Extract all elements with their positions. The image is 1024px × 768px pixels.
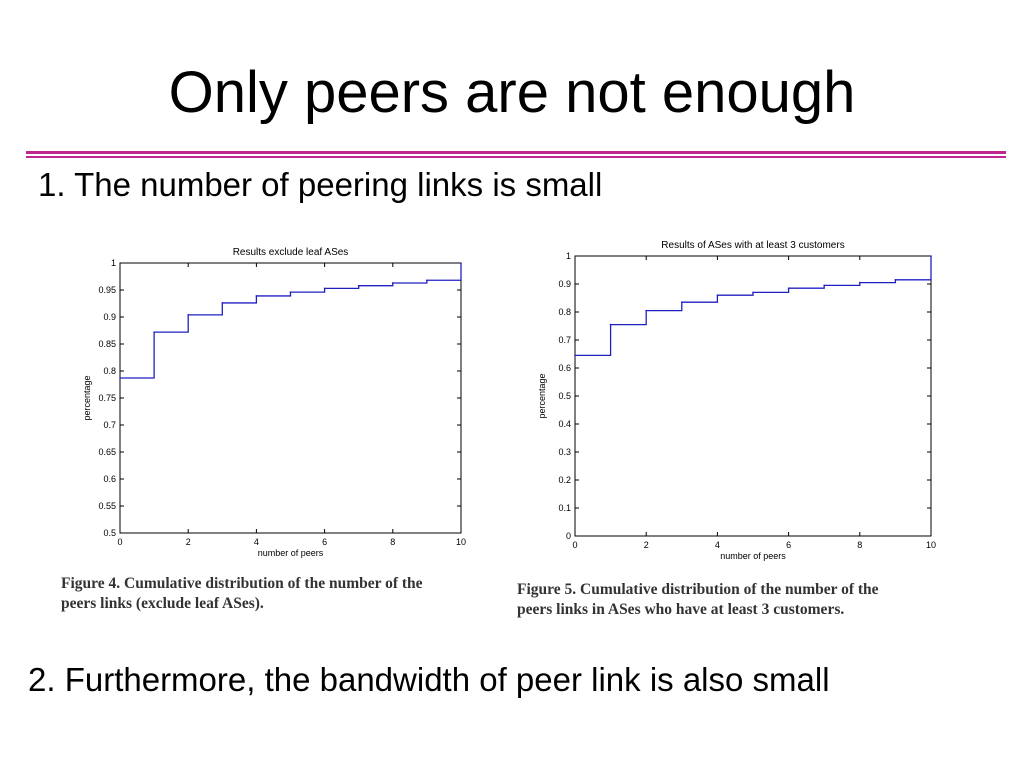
cdf-step-line [120,263,462,379]
data-point [930,255,932,257]
slide-title: Only peers are not enough [168,60,856,125]
y-tick-label: 0 [566,531,571,541]
data-point [323,287,326,290]
data-point [392,282,394,284]
chart-figure-4: Results exclude leaf ASes 0.5 0.55 0.6 0.65 0… [82,247,466,558]
data-point [460,262,462,264]
caption-figure-5-line-2: peers links in ASes who have at least 3 … [517,601,845,618]
caption-figure-5: Figure 5. Cumulative distribution of the… [517,580,879,620]
data-point [823,284,825,287]
x-tick-label: 0 [572,540,577,550]
caption-figure-4: Figure 4. Cumulative distribution of the… [61,574,423,614]
data-point [787,287,790,289]
caption-figure-4-line-2: peers links (exclude leaf ASes). [61,595,264,612]
y-tick-label: 0.65 [98,447,116,457]
x-tick-label: 2 [186,537,191,547]
y-tick-label: 0.8 [558,307,571,317]
y-tick-label: 0.6 [558,363,571,373]
data-point [752,291,754,294]
y-tick-label: 0.3 [558,447,571,457]
y-tick-label: 1 [111,258,116,268]
data-point [153,331,155,333]
y-tick-label: 0.4 [558,419,571,429]
x-tick-label: 4 [715,540,720,550]
y-tick-label: 0.9 [103,312,116,322]
cdf-step-line [575,256,932,357]
x-tick-label: 10 [456,537,466,547]
chart-title: Results of ASes with at least 3 customer… [661,240,844,251]
y-tick-label: 0.5 [103,528,116,538]
title-divider-top [26,151,1006,154]
y-tick-label: 0.9 [558,279,571,289]
data-point [255,295,258,297]
x-tick-label: 10 [926,540,936,550]
x-axis-label: number of peers [720,551,786,561]
bullet-peering-links: 1. The number of peering links is small [38,166,603,203]
data-point [221,302,224,304]
x-tick-label: 6 [786,540,791,550]
data-point [859,281,861,284]
x-tick-label: 8 [390,537,395,547]
data-point [187,314,189,316]
plot-frame [574,255,932,537]
data-point [574,354,576,357]
x-axis-label: number of peers [258,548,324,558]
x-tick-label: 8 [857,540,862,550]
y-tick-label: 0.6 [103,474,116,484]
caption-figure-4-line-1: Figure 4. Cumulative distribution of the… [61,575,423,592]
y-axis-label: percentage [82,375,92,420]
plot-frame [119,262,462,534]
data-point [289,291,292,293]
data-point [716,294,719,296]
y-tick-label: 0.1 [558,503,571,513]
data-point [119,377,121,379]
data-point [645,309,647,312]
data-point [357,284,360,287]
data-point [609,323,612,326]
x-tick-label: 4 [254,537,259,547]
y-tick-label: 0.55 [98,501,116,511]
y-tick-label: 0.7 [558,335,571,345]
data-point [681,301,683,303]
y-tick-label: 0.8 [103,366,116,376]
y-tick-label: 0.75 [98,393,116,403]
bullet-peer-bandwidth: 2. Furthermore, the bandwidth of peer li… [28,661,830,698]
x-tick-label: 2 [644,540,649,550]
chart-title: Results exclude leaf ASes [233,247,349,258]
y-axis-label: percentage [537,373,547,418]
y-tick-label: 0.95 [98,285,116,295]
y-tick-label: 0.5 [558,391,571,401]
x-tick-label: 6 [322,537,327,547]
caption-figure-5-line-1: Figure 5. Cumulative distribution of the… [517,581,879,598]
y-tick-label: 0.85 [98,339,116,349]
y-tick-label: 1 [566,251,571,261]
x-tick-label: 0 [117,537,122,547]
data-point [426,279,428,282]
chart-figure-5: Results of ASes with at least 3 customer… [537,240,936,561]
y-tick-label: 0.2 [558,475,571,485]
title-divider-bottom [26,156,1006,158]
y-tick-label: 0.7 [103,420,116,430]
data-point [894,279,897,281]
